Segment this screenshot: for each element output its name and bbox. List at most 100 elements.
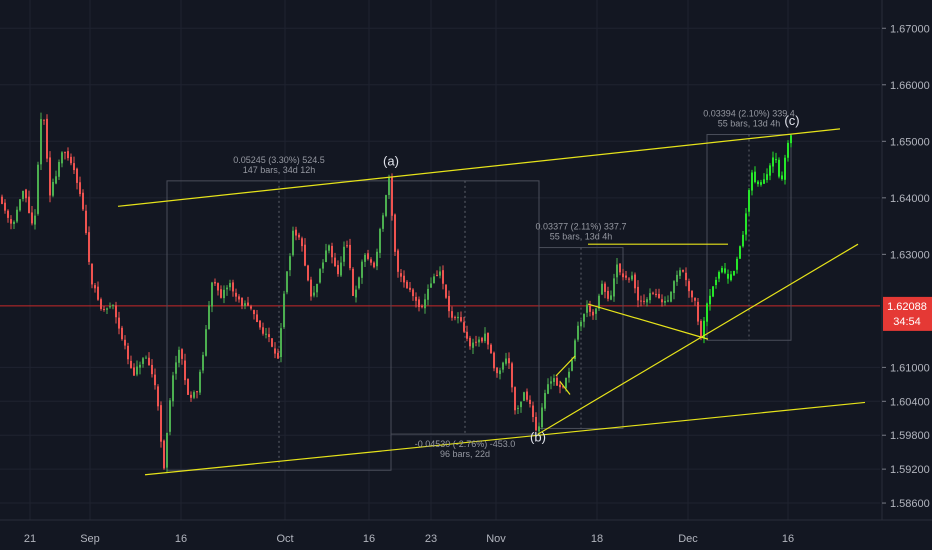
trendline[interactable] [559, 381, 571, 395]
candle-body [364, 254, 366, 262]
candle-body [337, 265, 339, 275]
candle-body [424, 299, 426, 309]
candle-body [121, 327, 123, 340]
candle-body [400, 273, 402, 277]
candle-body [727, 273, 729, 279]
candle-body [58, 162, 60, 177]
candle-body [214, 281, 216, 284]
candle-body [169, 400, 171, 432]
candle-body [490, 344, 492, 354]
candle-body [787, 142, 789, 158]
candle-body [538, 426, 540, 432]
candle-body [421, 305, 423, 308]
candle-body [715, 279, 717, 286]
candle-body [187, 378, 189, 395]
candle-body [295, 229, 297, 236]
candle-body [268, 334, 270, 337]
candle-body [730, 274, 732, 281]
candle-body [310, 279, 312, 297]
candle-body [631, 275, 633, 280]
candle-body [31, 212, 33, 224]
candle-body [361, 261, 363, 278]
candle-body [43, 119, 45, 121]
candle-body [754, 171, 756, 183]
candle-body [49, 157, 51, 196]
candle-body [148, 357, 150, 366]
candle-body [442, 270, 444, 284]
candle-body [760, 182, 762, 185]
measure-label-change: 0.03394 (2.10%) 339.4 [703, 109, 795, 119]
candle-body [574, 340, 576, 360]
candle-body [403, 275, 405, 283]
price-axis[interactable]: 1.67000 1.66000 1.65000 1.64000 1.63000 1.610… [882, 23, 930, 510]
candle-body [523, 392, 525, 401]
candle-body [133, 367, 135, 376]
trendline[interactable] [117, 128, 841, 207]
candle-body [646, 299, 648, 303]
candle-body [493, 352, 495, 369]
candle-body [781, 175, 783, 180]
candle-body [706, 303, 708, 322]
candle-body [613, 278, 615, 297]
current-price-tag-bg [883, 296, 932, 331]
candle-body [184, 360, 186, 381]
candle-body [232, 282, 234, 292]
candle-body [223, 289, 225, 299]
candle-body [301, 238, 303, 247]
candle-body [448, 296, 450, 312]
candle-body [592, 311, 594, 316]
candle-body [406, 281, 408, 289]
candle-body [439, 271, 441, 276]
candle-body [328, 245, 330, 251]
candle-body [676, 274, 678, 282]
candle-body [649, 293, 651, 301]
trendlines[interactable] [117, 128, 866, 476]
time-axis[interactable]: 21 Sep 16 Oct 16 23 Nov 18 Dec 16 [24, 533, 794, 545]
candle-body [739, 246, 741, 259]
candle-body [487, 332, 489, 345]
y-tick-label: 1.58600 [890, 498, 930, 510]
x-tick-label: Nov [486, 533, 506, 545]
candle-body [127, 345, 129, 360]
trendline[interactable] [555, 355, 576, 377]
x-tick-label: 23 [425, 533, 437, 545]
trendline[interactable] [537, 243, 859, 435]
candle-body [691, 291, 693, 298]
candle-body [292, 230, 294, 256]
trendline[interactable] [144, 401, 866, 476]
candle-body [589, 305, 591, 312]
candle-body [142, 358, 144, 364]
candle-body [661, 299, 663, 303]
candle-body [166, 432, 168, 468]
candle-body [643, 300, 645, 302]
candle-body [541, 407, 543, 428]
measure-label-bars: 55 bars, 13d 4h [718, 119, 781, 129]
measure-label-bars: 55 bars, 13d 4h [550, 232, 613, 242]
candle-body [175, 362, 177, 374]
candle-body [307, 265, 309, 281]
candle-body [160, 405, 162, 442]
candle-body [430, 283, 432, 288]
candle-body [511, 363, 513, 388]
candle-body [76, 168, 78, 183]
candle-body [484, 333, 486, 342]
candle-body [628, 278, 630, 280]
candle-body [145, 357, 147, 359]
candle-body [208, 305, 210, 330]
y-tick-label: 1.66000 [890, 80, 930, 92]
x-tick-label: Dec [678, 533, 698, 545]
candle-body [520, 401, 522, 408]
candle-body [94, 285, 96, 289]
candle-body [55, 176, 57, 184]
candle-body [580, 321, 582, 327]
candle-body [115, 305, 117, 318]
trendline[interactable] [587, 303, 709, 340]
candle-body [733, 270, 735, 276]
candle-body [622, 273, 624, 278]
candle-body [64, 152, 66, 154]
measure-label-change: 0.03377 (2.11%) 337.7 [536, 222, 627, 232]
candle-body [247, 302, 249, 306]
candle-body [190, 394, 192, 398]
candle-body [397, 250, 399, 272]
